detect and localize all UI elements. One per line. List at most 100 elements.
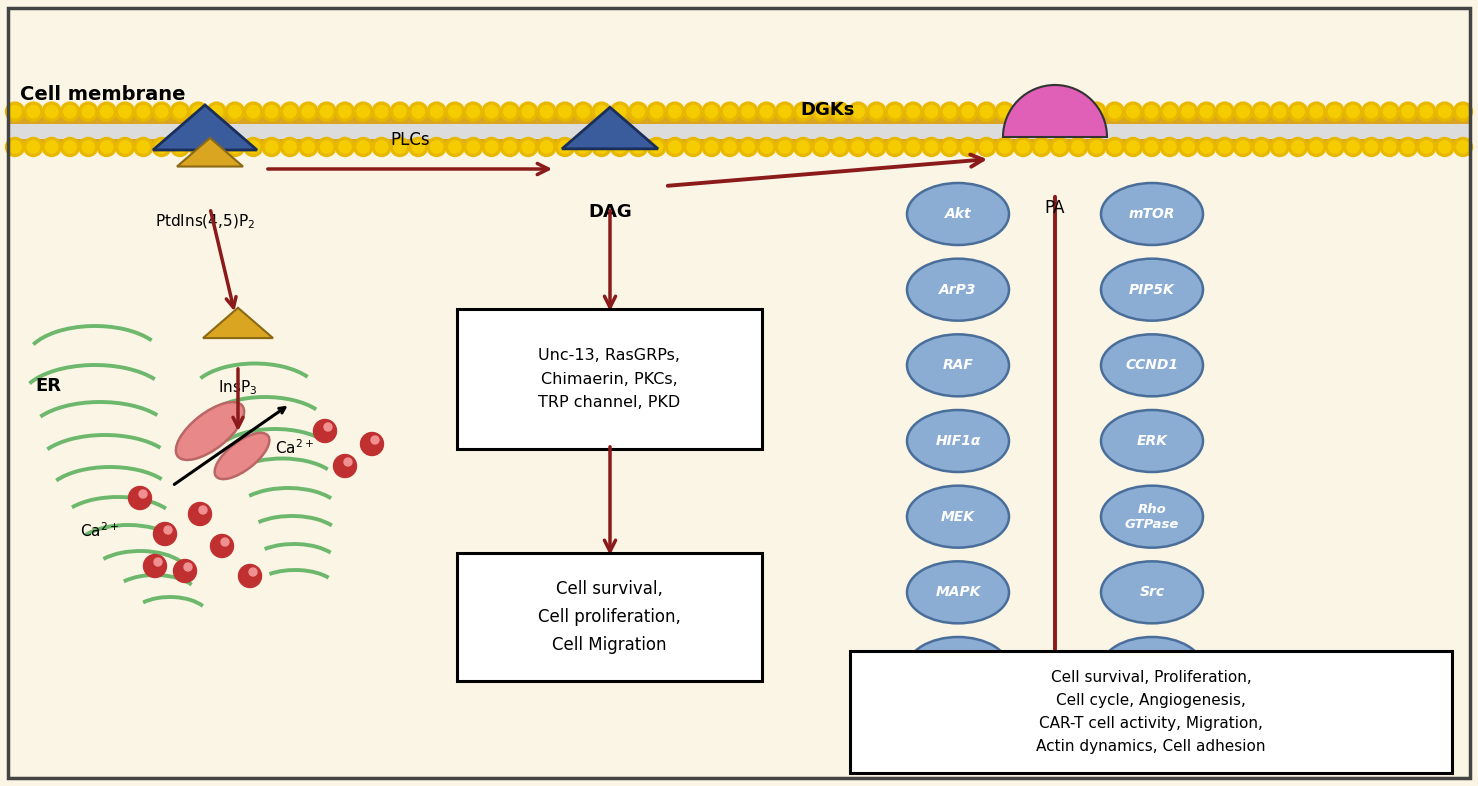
Circle shape bbox=[665, 138, 684, 156]
Circle shape bbox=[596, 105, 607, 118]
Circle shape bbox=[1014, 138, 1033, 156]
Text: MEK: MEK bbox=[941, 509, 975, 523]
Circle shape bbox=[430, 141, 443, 153]
Ellipse shape bbox=[907, 637, 1009, 699]
Ellipse shape bbox=[1101, 334, 1203, 396]
Ellipse shape bbox=[1101, 637, 1203, 699]
Polygon shape bbox=[202, 308, 273, 338]
Bar bbox=[7, 112, 1471, 124]
Circle shape bbox=[556, 138, 575, 156]
Ellipse shape bbox=[1101, 486, 1203, 548]
Circle shape bbox=[757, 138, 776, 156]
Ellipse shape bbox=[907, 183, 1009, 245]
Circle shape bbox=[633, 141, 644, 153]
Circle shape bbox=[995, 138, 1014, 156]
Circle shape bbox=[871, 105, 882, 118]
Circle shape bbox=[537, 102, 556, 121]
Circle shape bbox=[940, 138, 959, 156]
Text: Rho
GTPase: Rho GTPase bbox=[1125, 503, 1179, 531]
Circle shape bbox=[98, 102, 117, 121]
Circle shape bbox=[430, 105, 443, 118]
Circle shape bbox=[1072, 105, 1085, 118]
Circle shape bbox=[1398, 138, 1417, 156]
Ellipse shape bbox=[176, 402, 244, 460]
Bar bbox=[7, 114, 1471, 148]
Circle shape bbox=[321, 141, 333, 153]
Circle shape bbox=[1346, 141, 1360, 153]
Circle shape bbox=[1160, 102, 1179, 121]
Circle shape bbox=[1361, 102, 1380, 121]
Circle shape bbox=[1401, 141, 1414, 153]
Circle shape bbox=[6, 138, 25, 156]
Circle shape bbox=[794, 138, 813, 156]
Circle shape bbox=[189, 102, 208, 121]
Ellipse shape bbox=[1101, 259, 1203, 321]
Circle shape bbox=[1108, 141, 1120, 153]
Circle shape bbox=[1252, 138, 1271, 156]
Circle shape bbox=[647, 138, 667, 156]
Circle shape bbox=[183, 563, 192, 571]
Circle shape bbox=[760, 105, 773, 118]
Text: PtdIns(4,5)P$_2$: PtdIns(4,5)P$_2$ bbox=[155, 213, 256, 231]
Circle shape bbox=[229, 141, 241, 153]
Circle shape bbox=[831, 102, 850, 121]
Circle shape bbox=[742, 105, 754, 118]
Ellipse shape bbox=[907, 561, 1009, 623]
Circle shape bbox=[977, 102, 996, 121]
Circle shape bbox=[871, 141, 882, 153]
Circle shape bbox=[155, 105, 168, 118]
Circle shape bbox=[464, 138, 483, 156]
Circle shape bbox=[344, 458, 352, 466]
Circle shape bbox=[9, 105, 21, 118]
Circle shape bbox=[281, 138, 300, 156]
Circle shape bbox=[101, 141, 112, 153]
Circle shape bbox=[1091, 141, 1103, 153]
Text: PA: PA bbox=[1045, 199, 1066, 217]
Circle shape bbox=[925, 141, 937, 153]
Circle shape bbox=[266, 141, 278, 153]
Circle shape bbox=[1072, 141, 1085, 153]
Circle shape bbox=[98, 138, 117, 156]
Circle shape bbox=[1453, 138, 1472, 156]
Circle shape bbox=[1326, 102, 1344, 121]
Circle shape bbox=[519, 138, 538, 156]
Circle shape bbox=[504, 141, 516, 153]
Circle shape bbox=[868, 138, 885, 156]
Circle shape bbox=[1380, 102, 1400, 121]
Circle shape bbox=[9, 141, 21, 153]
Circle shape bbox=[665, 102, 684, 121]
Circle shape bbox=[1307, 102, 1326, 121]
Circle shape bbox=[1123, 138, 1142, 156]
Circle shape bbox=[959, 102, 977, 121]
Circle shape bbox=[559, 141, 571, 153]
FancyBboxPatch shape bbox=[850, 651, 1451, 773]
Circle shape bbox=[118, 141, 132, 153]
Circle shape bbox=[999, 105, 1011, 118]
Circle shape bbox=[1420, 105, 1432, 118]
Circle shape bbox=[541, 105, 553, 118]
Circle shape bbox=[613, 105, 627, 118]
Wedge shape bbox=[1004, 85, 1107, 137]
Ellipse shape bbox=[907, 486, 1009, 548]
Circle shape bbox=[834, 105, 845, 118]
Circle shape bbox=[779, 105, 791, 118]
Polygon shape bbox=[562, 107, 658, 149]
Circle shape bbox=[154, 523, 176, 545]
Circle shape bbox=[907, 105, 919, 118]
Circle shape bbox=[980, 141, 993, 153]
Circle shape bbox=[834, 141, 845, 153]
Circle shape bbox=[811, 102, 831, 121]
Circle shape bbox=[372, 138, 392, 156]
Circle shape bbox=[980, 105, 993, 118]
Text: RAF: RAF bbox=[943, 358, 974, 373]
Circle shape bbox=[1289, 138, 1308, 156]
Circle shape bbox=[1014, 102, 1033, 121]
Circle shape bbox=[668, 105, 681, 118]
Circle shape bbox=[1457, 105, 1469, 118]
Circle shape bbox=[1163, 105, 1176, 118]
Circle shape bbox=[1398, 102, 1417, 121]
Circle shape bbox=[684, 102, 702, 121]
Circle shape bbox=[1344, 102, 1363, 121]
Text: MAPK: MAPK bbox=[936, 586, 981, 600]
Circle shape bbox=[318, 138, 336, 156]
